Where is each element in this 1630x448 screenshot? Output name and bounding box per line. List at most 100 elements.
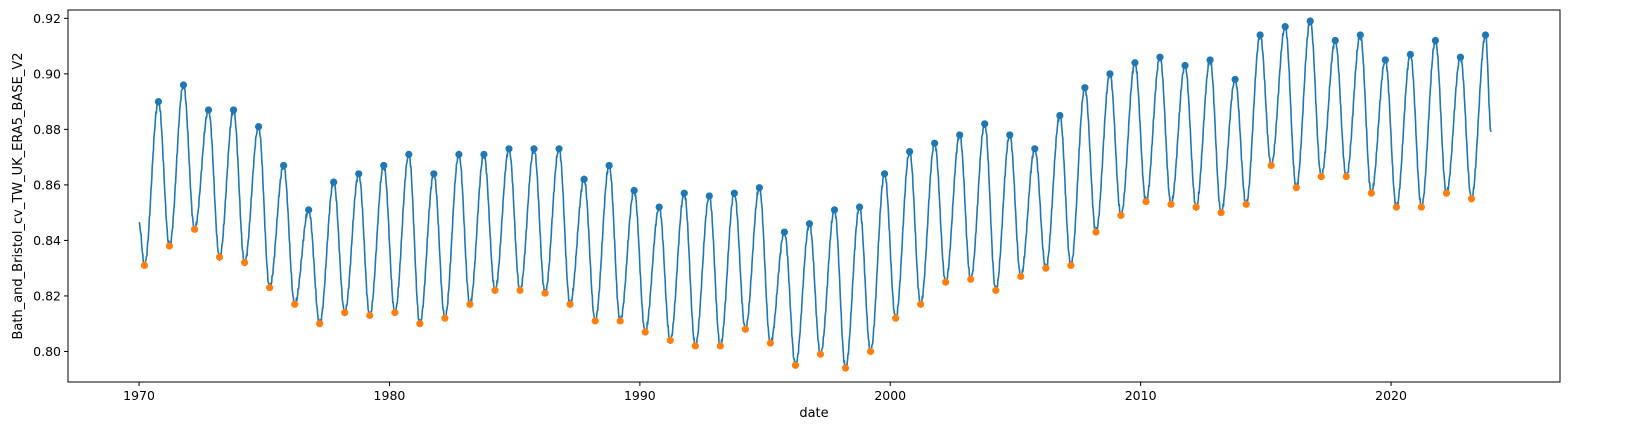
x-tick-label: 2020 <box>1375 388 1407 403</box>
x-tick-label: 1970 <box>123 388 155 403</box>
peak-marker <box>505 145 513 153</box>
trough-marker <box>266 284 274 292</box>
trough-marker <box>1042 264 1050 272</box>
peak-marker <box>906 147 914 156</box>
peak-marker <box>1381 56 1389 64</box>
peak-marker <box>229 106 238 114</box>
trough-marker <box>616 317 624 325</box>
y-tick-label: 0.82 <box>33 288 61 303</box>
trough-marker <box>741 325 749 333</box>
trough-marker <box>366 311 374 319</box>
plot-frame <box>67 9 1561 383</box>
peak-marker <box>405 150 413 158</box>
trough-marker <box>215 253 224 261</box>
trough-marker <box>1192 203 1200 211</box>
y-axis-ticks: 0.80 0.82 0.84 0.86 0.88 0.90 0.92 <box>33 11 68 359</box>
trough-marker <box>691 342 699 350</box>
peak-marker <box>981 120 989 128</box>
x-tick-label: 1980 <box>374 388 406 403</box>
trough-marker <box>541 289 549 297</box>
trough-marker <box>1342 172 1350 181</box>
peak-marker <box>455 150 463 158</box>
peak-marker <box>680 189 688 197</box>
peak-marker <box>1406 50 1414 59</box>
peak-marker <box>805 220 814 228</box>
peak-marker <box>655 203 663 211</box>
peak-marker <box>305 206 313 214</box>
x-axis-label: date <box>799 406 828 421</box>
trough-marker <box>1292 184 1300 192</box>
trough-marker <box>1442 189 1451 197</box>
plot-area <box>68 10 1560 382</box>
peak-marker <box>830 206 839 214</box>
trough-marker <box>1392 203 1401 211</box>
trough-marker <box>866 347 875 356</box>
y-tick-label: 0.92 <box>33 11 61 26</box>
trough-marker <box>316 320 324 328</box>
peak-marker <box>1156 53 1164 61</box>
trough-marker <box>341 308 349 317</box>
trough-marker <box>291 300 299 308</box>
peak-marker <box>530 145 538 153</box>
trough-marker <box>566 300 574 308</box>
peak-marker <box>1056 111 1064 120</box>
trough-marker <box>190 225 199 233</box>
peak-marker <box>355 170 363 178</box>
peak-marker <box>1031 145 1039 153</box>
trough-marker <box>391 308 399 317</box>
y-tick-label: 0.90 <box>33 66 61 81</box>
peak-marker <box>380 161 388 170</box>
trough-marker <box>1417 203 1426 211</box>
peak-marker <box>480 150 488 158</box>
peak-marker <box>280 161 288 170</box>
peak-marker <box>855 203 864 211</box>
trough-marker <box>1067 261 1075 270</box>
peak-marker <box>1256 31 1264 39</box>
trough-marker <box>716 342 724 350</box>
peak-marker <box>1281 23 1289 31</box>
trough-marker <box>165 242 174 250</box>
trough-marker <box>641 328 649 336</box>
peak-marker <box>755 184 763 192</box>
trough-marker <box>1142 197 1150 206</box>
peak-marker <box>1206 56 1214 64</box>
peak-marker <box>1306 17 1314 25</box>
x-axis-ticks: 1970 1980 1990 2000 2010 2020 <box>123 382 1407 403</box>
trough-marker <box>1117 211 1125 220</box>
trough-marker <box>1242 200 1250 208</box>
peak-marker <box>1356 31 1364 39</box>
peak-marker <box>1431 36 1440 45</box>
trough-marker <box>766 339 775 347</box>
peak-marker <box>1181 61 1189 70</box>
trough-marker <box>967 275 975 283</box>
trough-marker <box>491 286 499 294</box>
trough-marker <box>1017 272 1025 281</box>
peak-marker <box>1106 70 1114 78</box>
peak-marker <box>204 106 213 114</box>
peak-marker <box>880 170 889 178</box>
trough-marker <box>1217 209 1225 217</box>
y-tick-label: 0.86 <box>33 177 61 192</box>
peak-marker <box>730 189 738 197</box>
trough-marker <box>1317 172 1325 181</box>
y-tick-label: 0.84 <box>33 233 61 248</box>
trough-marker <box>516 286 524 294</box>
peak-marker <box>1456 53 1465 61</box>
trough-marker <box>416 320 424 328</box>
trough-marker <box>666 336 674 344</box>
trough-marker <box>816 350 825 358</box>
y-tick-label: 0.88 <box>33 122 61 137</box>
peak-marker <box>330 178 338 186</box>
peak-marker <box>780 228 788 236</box>
trough-marker <box>791 361 800 369</box>
peak-marker <box>430 170 438 178</box>
x-tick-label: 2000 <box>874 388 906 403</box>
peak-marker <box>705 192 713 200</box>
trough-marker <box>1467 195 1476 203</box>
trough-marker <box>466 300 474 308</box>
x-tick-label: 2010 <box>1125 388 1157 403</box>
peak-marker <box>179 81 188 89</box>
peak-marker <box>1081 84 1089 92</box>
peak-marker <box>254 122 263 131</box>
